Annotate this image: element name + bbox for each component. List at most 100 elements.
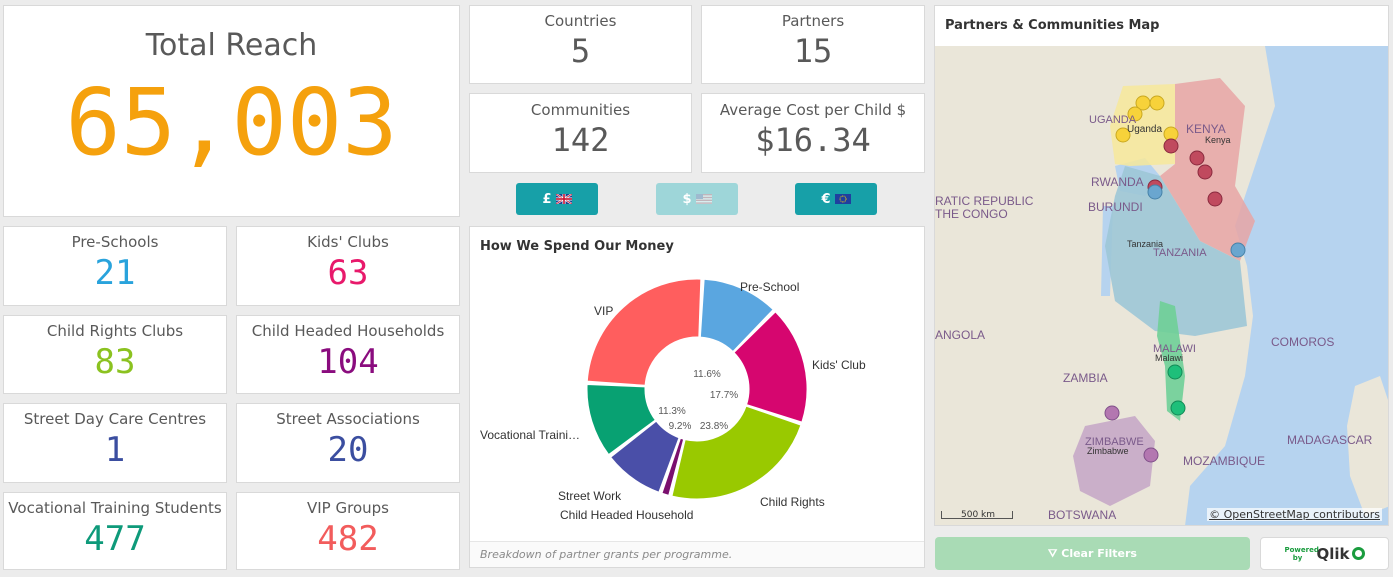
map-place-label: BURUNDI	[1088, 200, 1143, 214]
donut-percent-label: 23.8%	[700, 421, 728, 432]
kpi-value: 482	[317, 519, 379, 559]
countries-value: 5	[570, 32, 591, 70]
kpi-value: 104	[317, 342, 379, 382]
partners-value: 15	[793, 32, 833, 70]
map-place-label: THE CONGO	[935, 207, 1008, 221]
kpi-card-street-associations[interactable]: Street Associations 20	[236, 403, 460, 483]
donut-category-label: Child Headed Household	[560, 508, 693, 522]
donut-slice-kids-club[interactable]	[733, 311, 808, 423]
map-point[interactable]	[1149, 95, 1165, 111]
map-place-label: MALAWI	[1153, 343, 1196, 355]
map-point[interactable]	[1163, 138, 1179, 154]
spend-chart-footnote: Breakdown of partner grants per programm…	[480, 548, 733, 561]
donut-slice-child-headed-household[interactable]	[661, 437, 685, 496]
spend-chart-card[interactable]: How We Spend Our Money Pre-School 11.6% Ki…	[469, 226, 925, 568]
map-place-label: Tanzania	[1127, 239, 1164, 249]
region-tanzania[interactable]	[1105, 166, 1247, 336]
donut-category-label: Child Rights	[760, 495, 825, 509]
map-place-label: COMOROS	[1271, 335, 1335, 349]
kpi-label: Street Associations	[276, 410, 420, 428]
map-place-label: Uganda	[1127, 124, 1163, 135]
currency-eur-symbol: €	[821, 191, 831, 207]
donut-percent-label: 17.7%	[710, 390, 738, 401]
donut-slice-vip[interactable]	[586, 278, 702, 386]
map-title: Partners & Communities Map	[945, 18, 1160, 33]
map-point[interactable]	[1167, 364, 1183, 380]
kpi-card-pre-schools[interactable]: Pre-Schools 21	[3, 226, 227, 306]
kpi-value: 83	[94, 342, 136, 382]
map-point[interactable]	[1189, 150, 1205, 166]
map-scale-bar	[941, 511, 1013, 519]
kpi-value: 21	[94, 253, 136, 293]
qlik-powered-label: Powered by	[1284, 545, 1319, 562]
map-point[interactable]	[1115, 127, 1131, 143]
donut-category-label: VIP	[594, 304, 613, 318]
donut-percent-label: 9.2%	[669, 421, 692, 432]
donut-percent-label: 11.3%	[658, 406, 686, 417]
map-place-label: Malawi	[1155, 353, 1184, 363]
map-point[interactable]	[1207, 191, 1223, 207]
kpi-card-vocational-training-students[interactable]: Vocational Training Students 477	[3, 492, 227, 570]
us-flag-icon	[695, 194, 712, 204]
qlik-brand-label: Qlik	[1316, 544, 1350, 563]
map-point[interactable]	[1230, 242, 1246, 258]
map-place-label: TANZANIA	[1153, 247, 1207, 259]
map-point[interactable]	[1170, 400, 1186, 416]
total-reach-label: Total Reach	[145, 28, 318, 63]
map-madagascar	[1347, 376, 1388, 516]
kpi-value: 477	[84, 519, 146, 559]
donut-slice-pre-school[interactable]	[699, 278, 774, 352]
map-place-label: RWANDA	[1091, 175, 1144, 189]
clear-filters-button[interactable]: ⛛ Clear Filters	[935, 537, 1250, 570]
map-point[interactable]	[1147, 184, 1163, 200]
donut-slice-street-work[interactable]	[610, 420, 680, 493]
countries-card[interactable]: Countries 5	[469, 5, 692, 84]
communities-label: Communities	[530, 101, 631, 119]
currency-usd-symbol: $	[682, 191, 692, 207]
kpi-card-street-day-care-centres[interactable]: Street Day Care Centres 1	[3, 403, 227, 483]
kpi-label: VIP Groups	[307, 499, 389, 517]
map-point[interactable]	[1143, 447, 1159, 463]
map-point[interactable]	[1104, 405, 1120, 421]
kpi-card-vip-groups[interactable]: VIP Groups 482	[236, 492, 460, 570]
kpi-label: Pre-Schools	[71, 233, 159, 251]
donut-slice-vocational-traini-[interactable]	[586, 383, 656, 456]
partners-card[interactable]: Partners 15	[701, 5, 925, 84]
kpi-value: 1	[104, 430, 126, 470]
spend-chart-footer: Breakdown of partner grants per programm…	[470, 541, 924, 567]
countries-label: Countries	[544, 12, 617, 30]
map-attribution[interactable]: © OpenStreetMap contributors	[1207, 508, 1382, 521]
kpi-card-child-rights-clubs[interactable]: Child Rights Clubs 83	[3, 315, 227, 394]
kpi-value: 63	[327, 253, 369, 293]
kpi-card-child-headed-households[interactable]: Child Headed Households 104	[236, 315, 460, 394]
donut-slice-child-rights[interactable]	[671, 405, 802, 500]
map-place-label: ZAMBIA	[1063, 371, 1108, 385]
qlik-badge[interactable]: Powered by Qlik	[1260, 537, 1389, 570]
kpi-card-kids-clubs[interactable]: Kids' Clubs 63	[236, 226, 460, 306]
currency-usd-button[interactable]: $	[656, 183, 738, 215]
map-point[interactable]	[1127, 106, 1143, 122]
map-place-label: ANGOLA	[935, 328, 986, 342]
region-zimbabwe[interactable]	[1073, 416, 1155, 506]
map-place-label: RATIC REPUBLIC	[935, 194, 1034, 208]
spend-chart-title: How We Spend Our Money	[480, 239, 674, 254]
region-malawi[interactable]	[1157, 301, 1185, 421]
average-cost-label: Average Cost per Child $	[719, 101, 907, 119]
currency-eur-button[interactable]: €	[795, 183, 877, 215]
communities-card[interactable]: Communities 142	[469, 93, 692, 173]
uk-flag-icon	[555, 194, 572, 204]
spend-donut-chart[interactable]: Pre-School 11.6% Kids' Club 17.7% Child Righ…	[470, 251, 924, 561]
map-place-label: UGANDA	[1089, 114, 1137, 126]
map-place-label: ZIMBABWE	[1085, 436, 1144, 448]
qlik-logo-icon	[1351, 547, 1365, 560]
total-reach-value: 65,003	[65, 69, 398, 176]
total-reach-card[interactable]: Total Reach 65,003	[3, 5, 460, 217]
map-place-label: KENYA	[1186, 122, 1226, 136]
map-canvas[interactable]	[935, 46, 1389, 526]
currency-gbp-button[interactable]: £	[516, 183, 598, 215]
kpi-label: Child Headed Households	[251, 322, 445, 340]
map-point[interactable]	[1197, 164, 1213, 180]
map-card[interactable]: Partners & Communities Map UGANDA Uganda K…	[934, 5, 1389, 526]
average-cost-card[interactable]: Average Cost per Child $ $16.34	[701, 93, 925, 173]
map-place-label: BOTSWANA	[1048, 508, 1117, 522]
